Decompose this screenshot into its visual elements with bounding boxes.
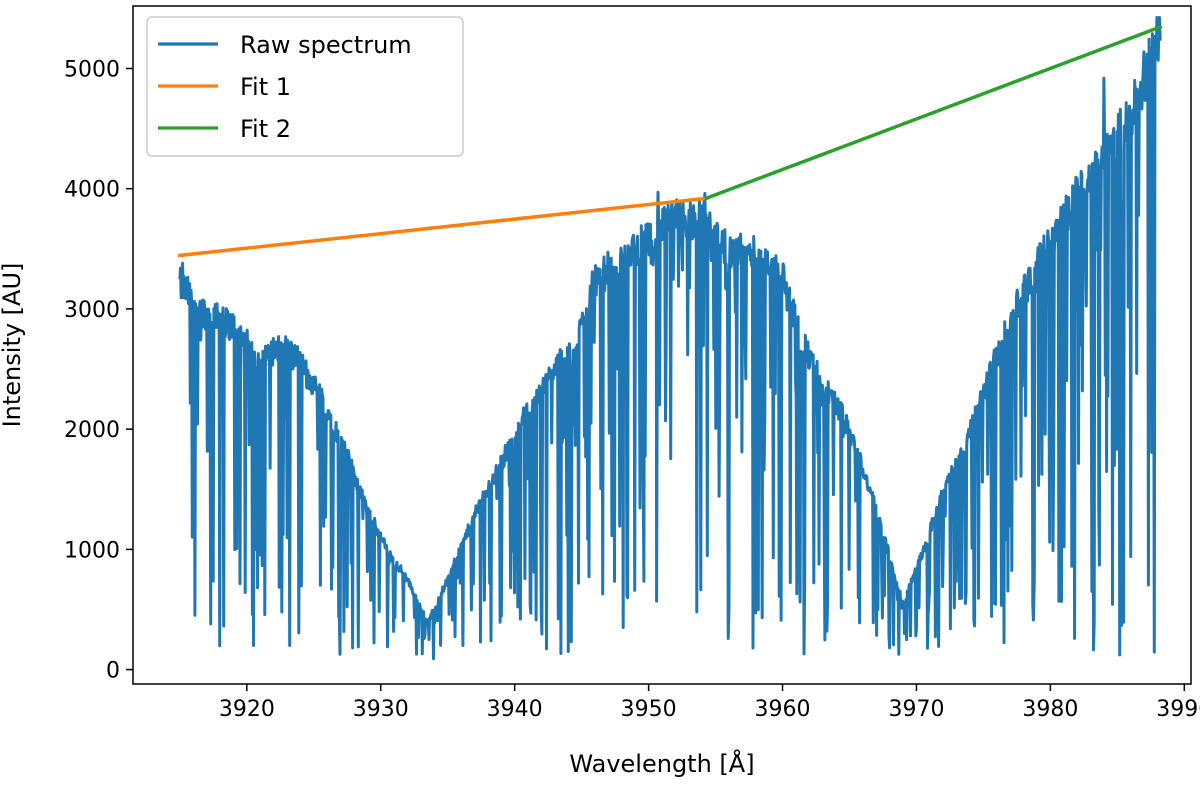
series-line-fit-1 <box>177 196 709 258</box>
y-tick-label: 4000 <box>64 178 120 203</box>
y-tick-label: 0 <box>106 659 120 684</box>
x-tick-label: 3930 <box>353 697 409 722</box>
legend: Raw spectrum Fit 1 Fit 2 <box>146 16 464 157</box>
y-tick-label: 1000 <box>64 538 120 563</box>
x-axis-label: Wavelength [Å] <box>569 749 754 778</box>
legend-label-fit-2: Fit 2 <box>240 115 291 143</box>
x-tick-label: 3950 <box>621 697 677 722</box>
x-tick-label: 3920 <box>219 697 275 722</box>
x-tick-label: 3970 <box>888 697 944 722</box>
y-tick-label: 5000 <box>64 58 120 83</box>
y-tick-label: 3000 <box>64 298 120 323</box>
series-layer <box>177 15 1163 661</box>
x-tick-label: 3980 <box>1022 697 1078 722</box>
series-line-fit-2 <box>703 24 1163 201</box>
y-tick-label: 2000 <box>64 418 120 443</box>
plot-area-frame <box>132 5 1192 685</box>
series-line-raw-spectrum <box>178 15 1162 661</box>
legend-box <box>146 16 464 157</box>
x-tick-label: 3960 <box>755 697 811 722</box>
x-tick-label: 3940 <box>487 697 543 722</box>
y-axis-label: Intensity [AU] <box>0 263 26 428</box>
legend-label-raw-spectrum: Raw spectrum <box>240 31 412 59</box>
legend-label-fit-1: Fit 1 <box>240 73 291 101</box>
